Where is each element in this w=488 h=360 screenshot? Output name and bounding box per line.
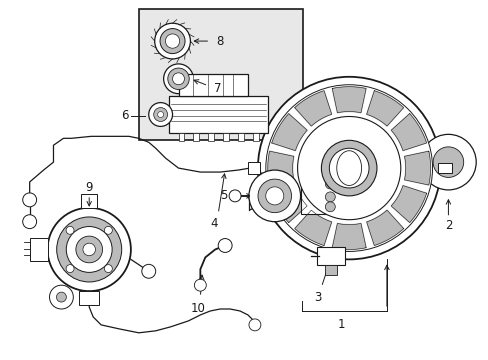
Circle shape — [432, 147, 463, 177]
Polygon shape — [294, 91, 331, 126]
Bar — [325, 265, 337, 275]
Circle shape — [248, 170, 300, 222]
Text: 6: 6 — [121, 109, 128, 122]
Circle shape — [157, 112, 163, 117]
Circle shape — [22, 193, 37, 207]
Circle shape — [265, 85, 432, 251]
Polygon shape — [294, 210, 331, 246]
Circle shape — [56, 292, 66, 302]
Circle shape — [165, 34, 179, 48]
Bar — [79, 291, 99, 305]
Polygon shape — [366, 91, 403, 126]
Text: 5: 5 — [220, 189, 227, 202]
Circle shape — [49, 285, 73, 309]
Circle shape — [194, 279, 206, 291]
Circle shape — [325, 179, 335, 189]
Bar — [178, 133, 184, 141]
Circle shape — [76, 236, 102, 263]
Circle shape — [22, 215, 37, 229]
Circle shape — [265, 187, 283, 205]
Circle shape — [257, 77, 440, 260]
Bar — [317, 247, 345, 265]
Bar — [438, 163, 451, 173]
Circle shape — [325, 192, 335, 202]
Circle shape — [153, 108, 167, 121]
Polygon shape — [271, 114, 306, 150]
Text: 4: 4 — [210, 217, 218, 230]
Circle shape — [160, 28, 184, 54]
Circle shape — [321, 140, 376, 196]
Circle shape — [167, 68, 189, 90]
Bar — [252, 133, 258, 141]
Bar — [193, 133, 199, 141]
Circle shape — [328, 148, 368, 188]
Circle shape — [325, 202, 335, 212]
Circle shape — [163, 64, 193, 94]
Circle shape — [172, 73, 184, 85]
Circle shape — [148, 103, 172, 126]
Circle shape — [104, 265, 112, 273]
Text: 9: 9 — [85, 181, 93, 194]
Bar — [300, 176, 330, 214]
Text: 3: 3 — [313, 291, 321, 303]
Circle shape — [258, 179, 291, 213]
Text: 10: 10 — [190, 302, 205, 315]
Bar — [30, 238, 47, 261]
Circle shape — [57, 217, 122, 282]
Text: 1: 1 — [337, 318, 345, 331]
Circle shape — [218, 239, 232, 252]
Circle shape — [66, 226, 112, 273]
Polygon shape — [390, 114, 426, 150]
Polygon shape — [390, 185, 426, 222]
Bar — [208, 133, 214, 141]
Polygon shape — [267, 151, 293, 185]
Circle shape — [420, 134, 475, 190]
Bar — [223, 133, 229, 141]
Bar — [238, 133, 244, 141]
Polygon shape — [404, 151, 429, 185]
Circle shape — [229, 190, 241, 202]
Text: 2: 2 — [444, 219, 451, 232]
Circle shape — [66, 226, 74, 234]
Circle shape — [104, 226, 112, 234]
Text: 7: 7 — [214, 82, 222, 95]
Bar — [178, 74, 247, 96]
Circle shape — [297, 117, 400, 220]
Circle shape — [154, 23, 190, 59]
Polygon shape — [331, 87, 366, 113]
Polygon shape — [366, 210, 403, 246]
Circle shape — [47, 208, 131, 291]
Polygon shape — [331, 224, 366, 249]
Circle shape — [248, 319, 260, 331]
Text: 8: 8 — [216, 35, 224, 48]
Bar — [247, 162, 259, 174]
Polygon shape — [271, 185, 306, 222]
Circle shape — [142, 264, 155, 278]
Circle shape — [66, 265, 74, 273]
Circle shape — [83, 243, 95, 256]
Bar — [168, 96, 267, 133]
Bar — [81, 194, 97, 208]
Bar — [139, 9, 302, 140]
